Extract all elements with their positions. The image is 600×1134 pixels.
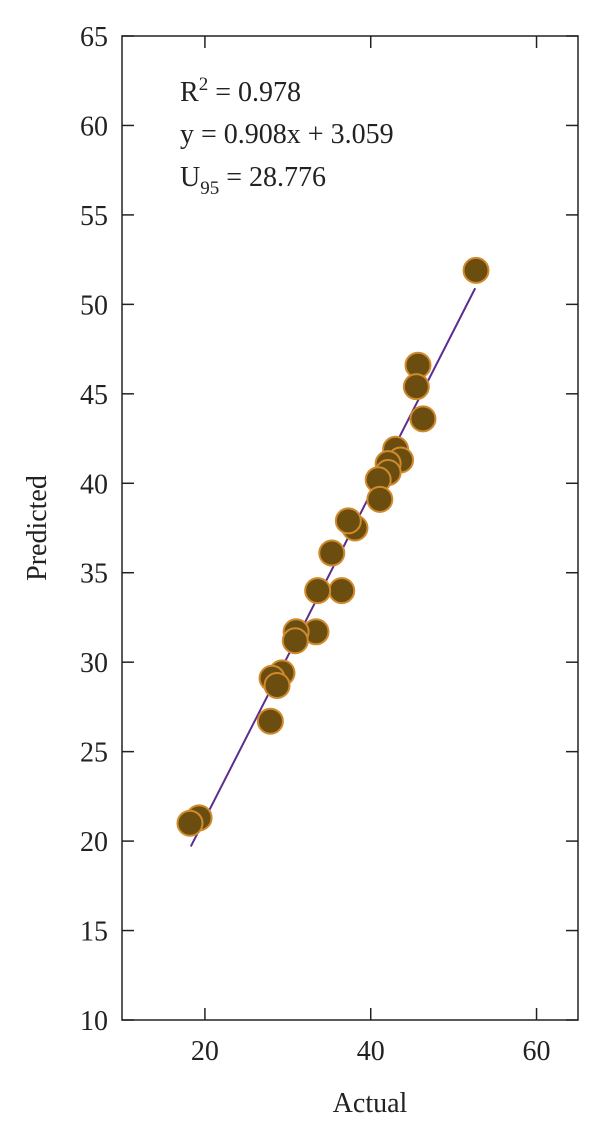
data-point <box>462 256 490 284</box>
y-tick-label: 50 <box>80 290 108 321</box>
annotation: R2 = 0.978 <box>180 74 301 108</box>
y-tick-label: 40 <box>80 469 108 500</box>
plot-frame <box>121 35 579 1021</box>
x-axis-label: Actual <box>333 1088 408 1119</box>
y-tick-label: 65 <box>80 22 108 53</box>
data-point <box>318 539 346 567</box>
data-point <box>409 405 437 433</box>
x-tick-label: 40 <box>357 1036 385 1067</box>
annotation-text: R <box>180 77 199 108</box>
data-point <box>263 671 291 699</box>
annotation-text: U <box>180 162 200 193</box>
data-point <box>281 627 309 655</box>
data-point <box>176 809 204 837</box>
data-point <box>256 707 284 735</box>
annotation-subscript: 95 <box>200 178 219 199</box>
annotation: y = 0.908x + 3.059 <box>180 119 394 150</box>
data-point <box>328 577 356 605</box>
y-tick-label: 15 <box>80 917 108 948</box>
y-tick-label: 30 <box>80 648 108 679</box>
x-tick-label: 60 <box>523 1036 551 1067</box>
y-tick-label: 20 <box>80 827 108 858</box>
data-point <box>304 577 332 605</box>
annotation-text: = 28.776 <box>219 162 326 193</box>
y-axis-label: Predicted <box>22 475 53 581</box>
data-point <box>402 373 430 401</box>
data-point <box>366 485 394 513</box>
fit-line <box>189 287 477 847</box>
y-tick-label: 55 <box>80 201 108 232</box>
annotation-text: = 0.978 <box>208 77 301 108</box>
y-tick-label: 35 <box>80 559 108 590</box>
x-tick-label: 20 <box>191 1036 219 1067</box>
annotation-superscript: 2 <box>199 74 209 95</box>
y-tick-label: 45 <box>80 380 108 411</box>
y-tick-label: 25 <box>80 738 108 769</box>
y-tick-label: 10 <box>80 1006 108 1037</box>
y-tick-label: 60 <box>80 111 108 142</box>
data-point <box>334 507 362 535</box>
annotation: U95 = 28.776 <box>180 162 326 199</box>
